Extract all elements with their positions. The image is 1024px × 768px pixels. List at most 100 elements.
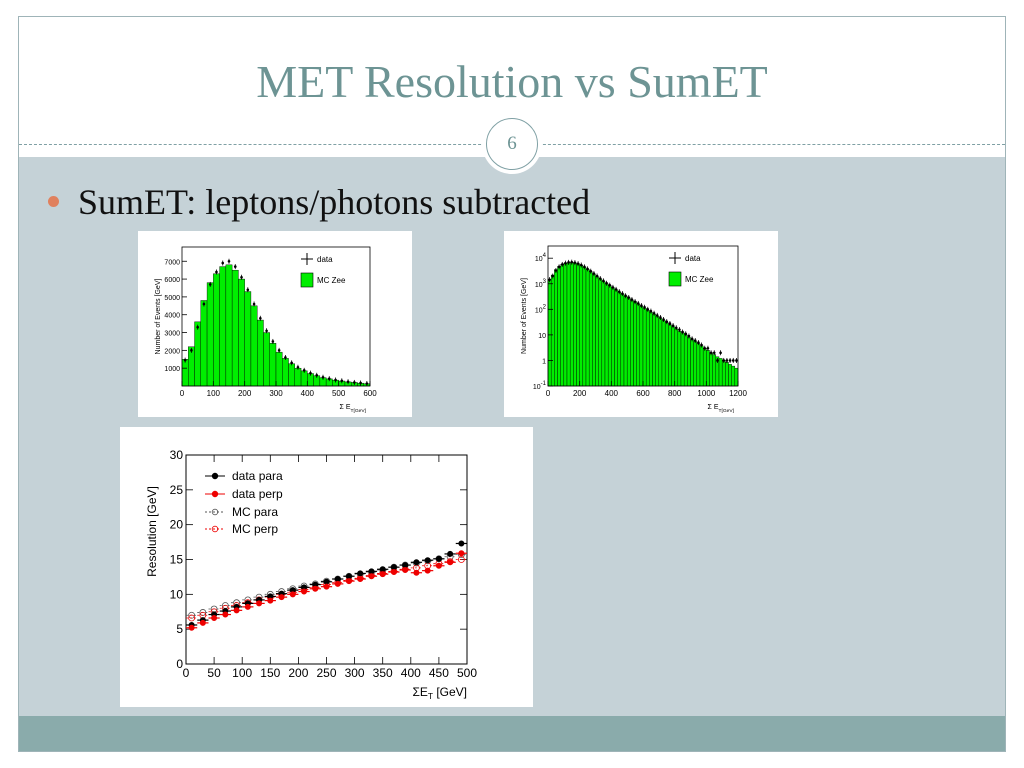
data-point <box>634 300 637 303</box>
data-point <box>436 556 441 561</box>
data-point <box>631 298 634 301</box>
legend-label: data perp <box>232 487 283 501</box>
data-point <box>643 306 646 309</box>
bullet-icon <box>48 196 59 207</box>
x-tick-label: 100 <box>232 666 252 680</box>
chart-panel-linear: 0 100 200 300 400 500 600 1000 2000 3000 4000 5000 6… <box>138 231 412 417</box>
mc-bin <box>570 262 573 386</box>
mc-bin <box>270 343 276 386</box>
mc-bin <box>207 283 213 386</box>
data-point <box>694 339 697 342</box>
footer-band <box>19 716 1005 752</box>
mc-bin <box>182 359 188 386</box>
mc-bin <box>700 346 703 386</box>
mc-bin <box>722 360 725 386</box>
y-tick-label: 30 <box>170 448 184 462</box>
data-point <box>602 280 605 283</box>
data-point <box>459 551 464 556</box>
mc-bin <box>665 323 668 386</box>
mc-bin <box>232 270 238 386</box>
mc-bin <box>605 284 608 386</box>
x-tick-label: 600 <box>363 389 377 398</box>
data-point <box>247 288 250 291</box>
x-tick-label: 0 <box>183 666 190 680</box>
mc-bin <box>684 335 687 386</box>
data-point <box>346 578 351 583</box>
data-point <box>324 584 329 589</box>
mc-bin <box>643 308 646 386</box>
data-point <box>234 608 239 613</box>
data-point <box>284 356 287 359</box>
mc-bin <box>554 270 557 386</box>
legend-label: MC Zee <box>317 276 346 285</box>
x-tick-label: 100 <box>207 389 221 398</box>
x-tick-label: 1200 <box>729 389 747 398</box>
data-point <box>621 292 624 295</box>
data-point <box>259 317 262 320</box>
data-point <box>278 349 281 352</box>
mc-bin <box>735 368 738 386</box>
mc-bin <box>596 277 599 386</box>
data-point <box>684 333 687 336</box>
data-point <box>589 270 592 273</box>
mc-bin <box>615 290 618 386</box>
data-point <box>322 376 325 379</box>
data-point <box>391 569 396 574</box>
data-point <box>228 260 231 263</box>
data-point <box>265 329 268 332</box>
data-point <box>256 601 261 606</box>
data-point <box>200 620 205 625</box>
y-tick-label: 1000 <box>164 366 180 373</box>
data-point <box>722 359 725 362</box>
y-tick-label: 10 <box>538 333 546 340</box>
chart-panel-log: 0 200 400 600 800 1000 1200 10-1 1 10 102 103 104 Num… <box>504 231 778 417</box>
data-point <box>618 290 621 293</box>
data-point <box>309 372 312 375</box>
mc-bin <box>668 325 671 386</box>
data-point <box>659 316 662 319</box>
x-axis-label: Σ ET[GeV] <box>340 404 367 414</box>
x-tick-label: 200 <box>573 389 587 398</box>
data-point <box>301 589 306 594</box>
data-point <box>324 579 329 584</box>
data-point <box>279 595 284 600</box>
x-tick-label: 250 <box>316 666 336 680</box>
data-point <box>380 567 385 572</box>
x-axis-label: ΣET [GeV] <box>412 685 467 701</box>
bullet-text: SumET: leptons/photons subtracted <box>78 181 590 223</box>
y-tick-label: 15 <box>170 553 184 567</box>
mc-bin <box>672 327 675 386</box>
data-point <box>212 615 217 620</box>
data-point <box>624 294 627 297</box>
data-point <box>234 265 237 268</box>
data-point <box>653 312 656 315</box>
mc-bin <box>257 320 263 386</box>
mc-bin <box>263 333 269 386</box>
mc-bin <box>599 279 602 386</box>
mc-bin <box>706 350 709 386</box>
data-point <box>599 277 602 280</box>
y-tick-label: 25 <box>170 483 184 497</box>
data-point <box>290 362 293 365</box>
x-tick-label: 0 <box>180 389 185 398</box>
mc-bin <box>558 266 561 386</box>
data-point <box>580 264 583 267</box>
data-point <box>729 359 732 362</box>
x-tick-label: 300 <box>269 389 283 398</box>
data-point <box>425 568 430 573</box>
mc-bin <box>195 322 201 386</box>
resolution-chart: 0 50 100 150 200 250 300 350 400 450 5000510152025… <box>120 427 533 707</box>
data-point <box>403 562 408 567</box>
data-point <box>726 359 729 362</box>
mc-bin <box>656 316 659 386</box>
x-tick-label: 500 <box>332 389 346 398</box>
data-point <box>665 320 668 323</box>
data-point <box>713 351 716 354</box>
y-tick-label: 103 <box>535 279 547 289</box>
data-point <box>669 322 672 325</box>
data-point <box>366 382 369 385</box>
data-point <box>650 310 653 313</box>
mc-bin <box>220 267 226 386</box>
x-tick-label: 800 <box>668 389 682 398</box>
data-point <box>564 262 567 265</box>
